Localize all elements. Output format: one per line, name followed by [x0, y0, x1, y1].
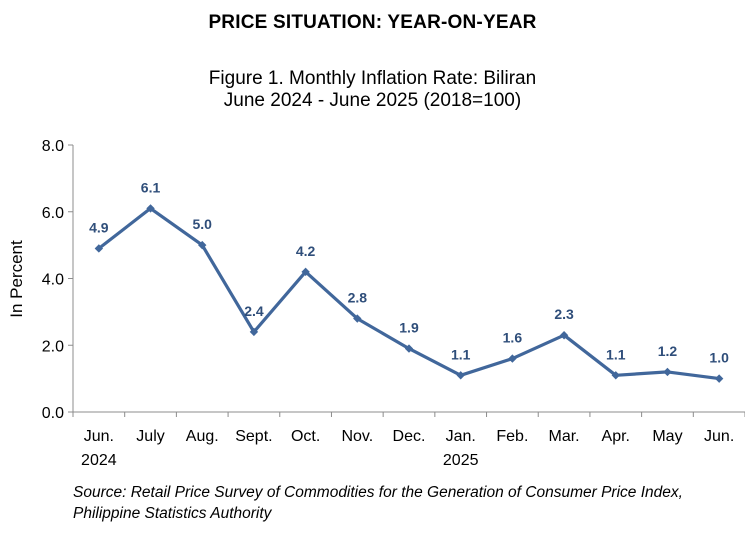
- data-label: 4.2: [296, 243, 316, 259]
- data-label: 4.9: [89, 219, 109, 235]
- series-inflation: [94, 204, 724, 383]
- x-tick-label: Jan.: [446, 428, 476, 445]
- data-label: 1.1: [606, 346, 626, 362]
- y-tick-label: 4.0: [42, 272, 64, 289]
- data-labels: 4.9 6.1 5.0 2.4 4.2 2.8 1.9 1.1 1.6 2.3 1.1 1.2 1.0: [89, 179, 729, 365]
- data-point: [508, 354, 517, 363]
- x-tick-label: Aug.: [186, 428, 219, 445]
- data-label: 1.1: [451, 346, 471, 362]
- data-point: [198, 240, 207, 250]
- x-axis-tick-labels: Jun. 2024 July Aug. Sept. Oct. Nov. Dec. Jan. 202…: [81, 428, 734, 469]
- data-point: [301, 267, 310, 277]
- data-point: [404, 344, 414, 353]
- source-note: Source: Retail Price Survey of Commoditi…: [73, 484, 683, 522]
- series-line: [97, 206, 720, 381]
- data-label: 2.3: [554, 306, 574, 322]
- data-point: [353, 314, 362, 323]
- data-label: 6.1: [141, 179, 161, 195]
- data-label: 1.9: [399, 320, 419, 336]
- data-label: 1.0: [709, 350, 729, 366]
- chart-title: Figure 1. Monthly Inflation Rate: Bilira…: [208, 68, 537, 89]
- y-axis-title: In Percent: [7, 240, 26, 318]
- y-tick-label: 0.0: [42, 405, 64, 422]
- data-label: 1.2: [658, 343, 678, 359]
- figure-title-block: Figure 1. Monthly Inflation Rate: Bilira…: [0, 68, 745, 112]
- x-tick-sublabel: 2025: [443, 452, 479, 469]
- data-point: [714, 374, 724, 383]
- x-tick-label: Nov.: [341, 428, 373, 445]
- data-label: 2.8: [348, 290, 368, 306]
- x-tick-label: Oct.: [291, 428, 320, 445]
- data-point: [559, 331, 569, 340]
- data-point: [146, 204, 155, 213]
- x-tick-label: Mar.: [549, 428, 580, 445]
- x-tick-sublabel: 2024: [81, 452, 117, 469]
- data-label: 5.0: [192, 216, 212, 232]
- chart-subtitle: June 2024 - June 2025 (2018=100): [223, 90, 522, 111]
- x-tick-label: Apr.: [602, 428, 630, 445]
- x-tick-label: Jun.: [704, 428, 734, 445]
- x-tick-label: Feb.: [496, 428, 528, 445]
- x-tick-label: Jun.: [84, 428, 114, 445]
- x-tick-label: May: [652, 428, 682, 445]
- y-axis-tick-labels: 0.0 2.0 4.0 6.0 8.0: [42, 138, 64, 422]
- page-heading: PRICE SITUATION: YEAR-ON-YEAR: [208, 12, 537, 33]
- x-tick-label: Sept.: [235, 428, 272, 445]
- data-point: [611, 371, 620, 380]
- data-label: 1.6: [503, 330, 523, 346]
- data-point: [663, 367, 672, 377]
- data-point: [456, 371, 465, 380]
- data-point: [94, 244, 104, 253]
- data-label: 2.4: [244, 303, 264, 319]
- chart-axes: [68, 144, 745, 417]
- y-tick-label: 2.0: [42, 338, 64, 355]
- y-tick-label: 8.0: [42, 138, 64, 155]
- inflation-line-chart: 0.0 2.0 4.0 6.0 8.0 Jun. 2024 July Aug. Sept. Oct…: [7, 138, 745, 469]
- x-tick-label: July: [136, 428, 164, 445]
- data-point: [249, 327, 259, 337]
- x-tick-label: Dec.: [393, 428, 426, 445]
- y-tick-label: 6.0: [42, 205, 64, 222]
